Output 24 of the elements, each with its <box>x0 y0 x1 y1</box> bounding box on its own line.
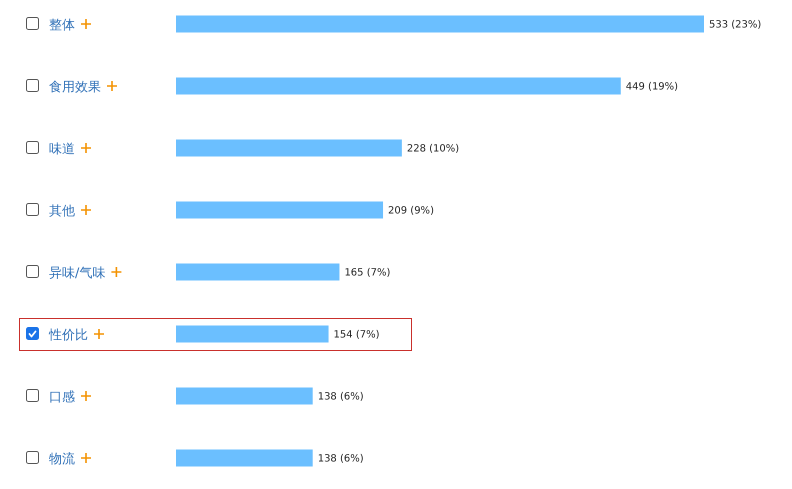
y-tick-label: 其他 <box>49 204 75 219</box>
y-tick-label: 口感 <box>49 390 75 405</box>
y-tick-label: 食用效果 <box>49 80 101 95</box>
data-label: 209 (9%) <box>388 206 434 216</box>
y-tick-label: 味道 <box>49 142 75 157</box>
bar <box>176 16 704 32</box>
bar <box>176 388 313 404</box>
data-label: 449 (19%) <box>626 82 678 92</box>
y-tick-label: 异味/气味 <box>49 266 106 281</box>
data-label: 138 (6%) <box>318 454 364 464</box>
bar <box>176 450 313 466</box>
data-label: 165 (7%) <box>344 268 390 278</box>
bar <box>176 264 340 280</box>
bar <box>176 78 621 94</box>
bar <box>176 202 384 218</box>
data-label: 228 (10%) <box>406 144 460 154</box>
data-label: 138 (6%) <box>318 392 364 402</box>
bar <box>176 140 402 156</box>
bar <box>176 326 329 342</box>
data-label: 533 (23%) <box>709 20 762 30</box>
data-label: 154 (7%) <box>334 330 380 340</box>
y-tick-label: 性价比 <box>48 328 88 343</box>
y-tick-label: 整体 <box>49 18 75 33</box>
y-tick-label: 物流 <box>49 451 75 467</box>
